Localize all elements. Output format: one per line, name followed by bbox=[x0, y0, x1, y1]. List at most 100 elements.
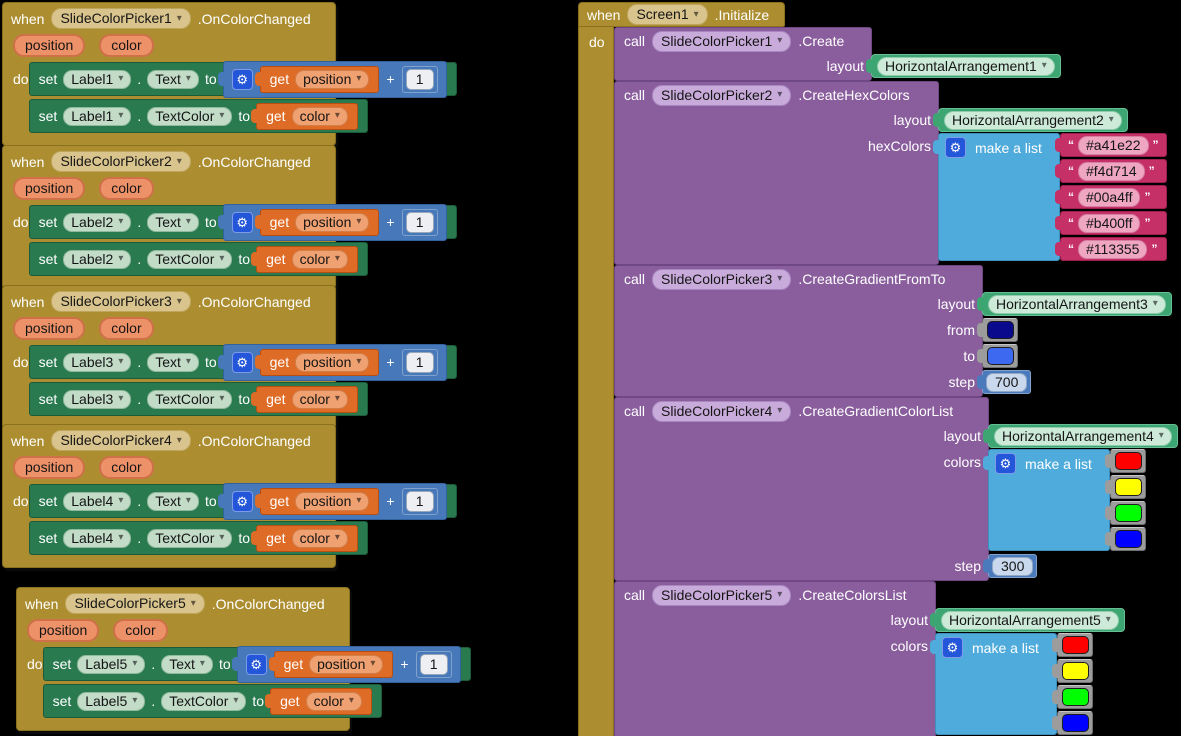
number-value-block[interactable]: 300 bbox=[982, 554, 1038, 578]
variable-dropdown[interactable]: position ▾ bbox=[295, 212, 370, 232]
mutator-gear-icon[interactable]: ⚙ bbox=[245, 653, 267, 675]
variable-dropdown[interactable]: position ▾ bbox=[295, 69, 370, 89]
get-color-block[interactable]: get color ▾ bbox=[265, 687, 372, 715]
number-value[interactable]: 300 bbox=[992, 556, 1034, 576]
text-string-block[interactable]: “ #f4d714 ” bbox=[1055, 159, 1167, 183]
label-dropdown[interactable]: Label4 ▾ bbox=[63, 528, 132, 548]
call-createcolorslist-block[interactable]: call SlideColorPicker5 ▾ .CreateColorsLi… bbox=[614, 581, 1125, 736]
number-value-block[interactable]: 700 bbox=[976, 370, 1032, 394]
text-string-block[interactable]: “ #b400ff ” bbox=[1055, 211, 1167, 235]
arrangement-dropdown[interactable]: HorizontalArrangement1 ▾ bbox=[877, 56, 1055, 76]
label-dropdown[interactable]: Label2 ▾ bbox=[63, 249, 132, 269]
math-add-block[interactable]: ⚙ get position ▾ + 1 bbox=[217, 60, 447, 98]
event-block-oncolorchanged[interactable]: when SlideColorPicker1 ▾ .OnColorChanged… bbox=[2, 2, 457, 146]
number-value[interactable]: 1 bbox=[405, 68, 434, 90]
label-dropdown[interactable]: Label4 ▾ bbox=[63, 491, 132, 511]
color-value-block[interactable] bbox=[1052, 633, 1093, 657]
arrangement-dropdown[interactable]: HorizontalArrangement4 ▾ bbox=[994, 426, 1172, 446]
component-value-block[interactable]: HorizontalArrangement4 ▾ bbox=[983, 424, 1178, 448]
variable-dropdown[interactable]: position ▾ bbox=[295, 491, 370, 511]
color-value-block[interactable] bbox=[1052, 659, 1093, 683]
property-dropdown[interactable]: Text ▾ bbox=[147, 352, 199, 372]
arrangement-dropdown[interactable]: HorizontalArrangement5 ▾ bbox=[941, 610, 1119, 630]
variable-dropdown[interactable]: color ▾ bbox=[291, 528, 348, 548]
make-a-list-block[interactable]: ⚙ make a list bbox=[983, 449, 1146, 551]
param-position-pill[interactable]: position bbox=[13, 34, 86, 57]
color-swatch[interactable] bbox=[1061, 636, 1089, 654]
component-dropdown[interactable]: SlideColorPicker1 ▾ bbox=[51, 8, 191, 29]
screen-initialize-block[interactable]: when Screen1 ▾ .Initialize do call Slide… bbox=[578, 2, 1178, 736]
component-dropdown[interactable]: SlideColorPicker5 ▾ bbox=[652, 584, 792, 606]
set-textcolor-block[interactable]: set Label3 ▾ . TextColor ▾ to get bbox=[28, 382, 368, 416]
component-dropdown[interactable]: Screen1 ▾ bbox=[627, 4, 708, 25]
component-value-block[interactable]: HorizontalArrangement5 ▾ bbox=[930, 608, 1125, 632]
param-color-pill[interactable]: color bbox=[99, 317, 154, 340]
component-value-block[interactable]: HorizontalArrangement3 ▾ bbox=[977, 292, 1172, 316]
property-dropdown[interactable]: Text ▾ bbox=[147, 69, 199, 89]
get-position-block[interactable]: get position ▾ bbox=[268, 650, 394, 678]
text-field[interactable]: #b400ff bbox=[1078, 213, 1141, 233]
color-value-block[interactable] bbox=[1052, 711, 1093, 735]
color-value-block[interactable] bbox=[1052, 685, 1093, 709]
set-textcolor-block[interactable]: set Label1 ▾ . TextColor ▾ to get bbox=[28, 99, 368, 133]
number-value[interactable]: 1 bbox=[405, 351, 434, 373]
text-field[interactable]: #f4d714 bbox=[1078, 161, 1145, 181]
make-a-list-block[interactable]: ⚙ make a list “ #a41e22 ” bbox=[933, 133, 1167, 261]
component-value-block[interactable]: HorizontalArrangement2 ▾ bbox=[933, 108, 1128, 132]
set-textcolor-block[interactable]: set Label2 ▾ . TextColor ▾ to get bbox=[28, 242, 368, 276]
number-value[interactable]: 1 bbox=[419, 653, 448, 675]
label-dropdown[interactable]: Label5 ▾ bbox=[77, 654, 146, 674]
get-position-block[interactable]: get position ▾ bbox=[254, 65, 380, 93]
color-value-block[interactable] bbox=[1105, 475, 1146, 499]
variable-dropdown[interactable]: color ▾ bbox=[305, 691, 362, 711]
variable-dropdown[interactable]: color ▾ bbox=[291, 249, 348, 269]
param-color-pill[interactable]: color bbox=[99, 34, 154, 57]
get-position-block[interactable]: get position ▾ bbox=[254, 348, 380, 376]
param-position-pill[interactable]: position bbox=[13, 177, 86, 200]
label-dropdown[interactable]: Label1 ▾ bbox=[63, 69, 132, 89]
param-color-pill[interactable]: color bbox=[99, 456, 154, 479]
label-dropdown[interactable]: Label2 ▾ bbox=[63, 212, 132, 232]
mutator-gear-icon[interactable]: ⚙ bbox=[231, 351, 253, 373]
get-color-block[interactable]: get color ▾ bbox=[251, 524, 358, 552]
component-dropdown[interactable]: SlideColorPicker4 ▾ bbox=[51, 430, 191, 451]
component-dropdown[interactable]: SlideColorPicker5 ▾ bbox=[65, 593, 205, 614]
param-color-pill[interactable]: color bbox=[99, 177, 154, 200]
color-value-block[interactable] bbox=[977, 318, 1018, 342]
get-color-block[interactable]: get color ▾ bbox=[251, 102, 358, 130]
make-a-list-block[interactable]: ⚙ make a list bbox=[930, 633, 1093, 735]
mutator-gear-icon[interactable]: ⚙ bbox=[231, 68, 253, 90]
text-field[interactable]: #113355 bbox=[1078, 239, 1148, 259]
component-dropdown[interactable]: SlideColorPicker2 ▾ bbox=[652, 84, 792, 106]
mutator-gear-icon[interactable]: ⚙ bbox=[995, 453, 1016, 474]
property-dropdown[interactable]: TextColor ▾ bbox=[161, 691, 247, 711]
number-block[interactable]: 1 bbox=[415, 650, 452, 678]
color-swatch[interactable] bbox=[1114, 452, 1142, 470]
label-dropdown[interactable]: Label3 ▾ bbox=[63, 352, 132, 372]
number-block[interactable]: 1 bbox=[401, 348, 438, 376]
label-dropdown[interactable]: Label3 ▾ bbox=[63, 389, 132, 409]
arrangement-dropdown[interactable]: HorizontalArrangement3 ▾ bbox=[988, 294, 1166, 314]
event-block-oncolorchanged[interactable]: when SlideColorPicker5 ▾ .OnColorChanged… bbox=[16, 587, 471, 731]
label-dropdown[interactable]: Label5 ▾ bbox=[77, 691, 146, 711]
event-block-oncolorchanged[interactable]: when SlideColorPicker3 ▾ .OnColorChanged… bbox=[2, 285, 457, 429]
property-dropdown[interactable]: Text ▾ bbox=[147, 491, 199, 511]
arrangement-dropdown[interactable]: HorizontalArrangement2 ▾ bbox=[944, 110, 1122, 130]
get-color-block[interactable]: get color ▾ bbox=[251, 245, 358, 273]
component-dropdown[interactable]: SlideColorPicker2 ▾ bbox=[51, 151, 191, 172]
param-position-pill[interactable]: position bbox=[27, 619, 100, 642]
color-value-block[interactable] bbox=[977, 344, 1018, 368]
text-field[interactable]: #00a4ff bbox=[1078, 187, 1141, 207]
property-dropdown[interactable]: Text ▾ bbox=[147, 212, 199, 232]
get-position-block[interactable]: get position ▾ bbox=[254, 487, 380, 515]
variable-dropdown[interactable]: position ▾ bbox=[295, 352, 370, 372]
set-text-block[interactable]: set Label2 ▾ . Text ▾ to ⚙ bbox=[28, 203, 457, 241]
event-block-oncolorchanged[interactable]: when SlideColorPicker2 ▾ .OnColorChanged… bbox=[2, 145, 457, 289]
param-position-pill[interactable]: position bbox=[13, 456, 86, 479]
color-value-block[interactable] bbox=[1105, 501, 1146, 525]
component-dropdown[interactable]: SlideColorPicker3 ▾ bbox=[51, 291, 191, 312]
math-add-block[interactable]: ⚙ get position ▾ + 1 bbox=[217, 343, 447, 381]
math-add-block[interactable]: ⚙ get position ▾ + 1 bbox=[217, 482, 447, 520]
color-swatch[interactable] bbox=[1114, 504, 1142, 522]
call-create-block[interactable]: call SlideColorPicker1 ▾ .Create layout bbox=[614, 27, 1061, 81]
